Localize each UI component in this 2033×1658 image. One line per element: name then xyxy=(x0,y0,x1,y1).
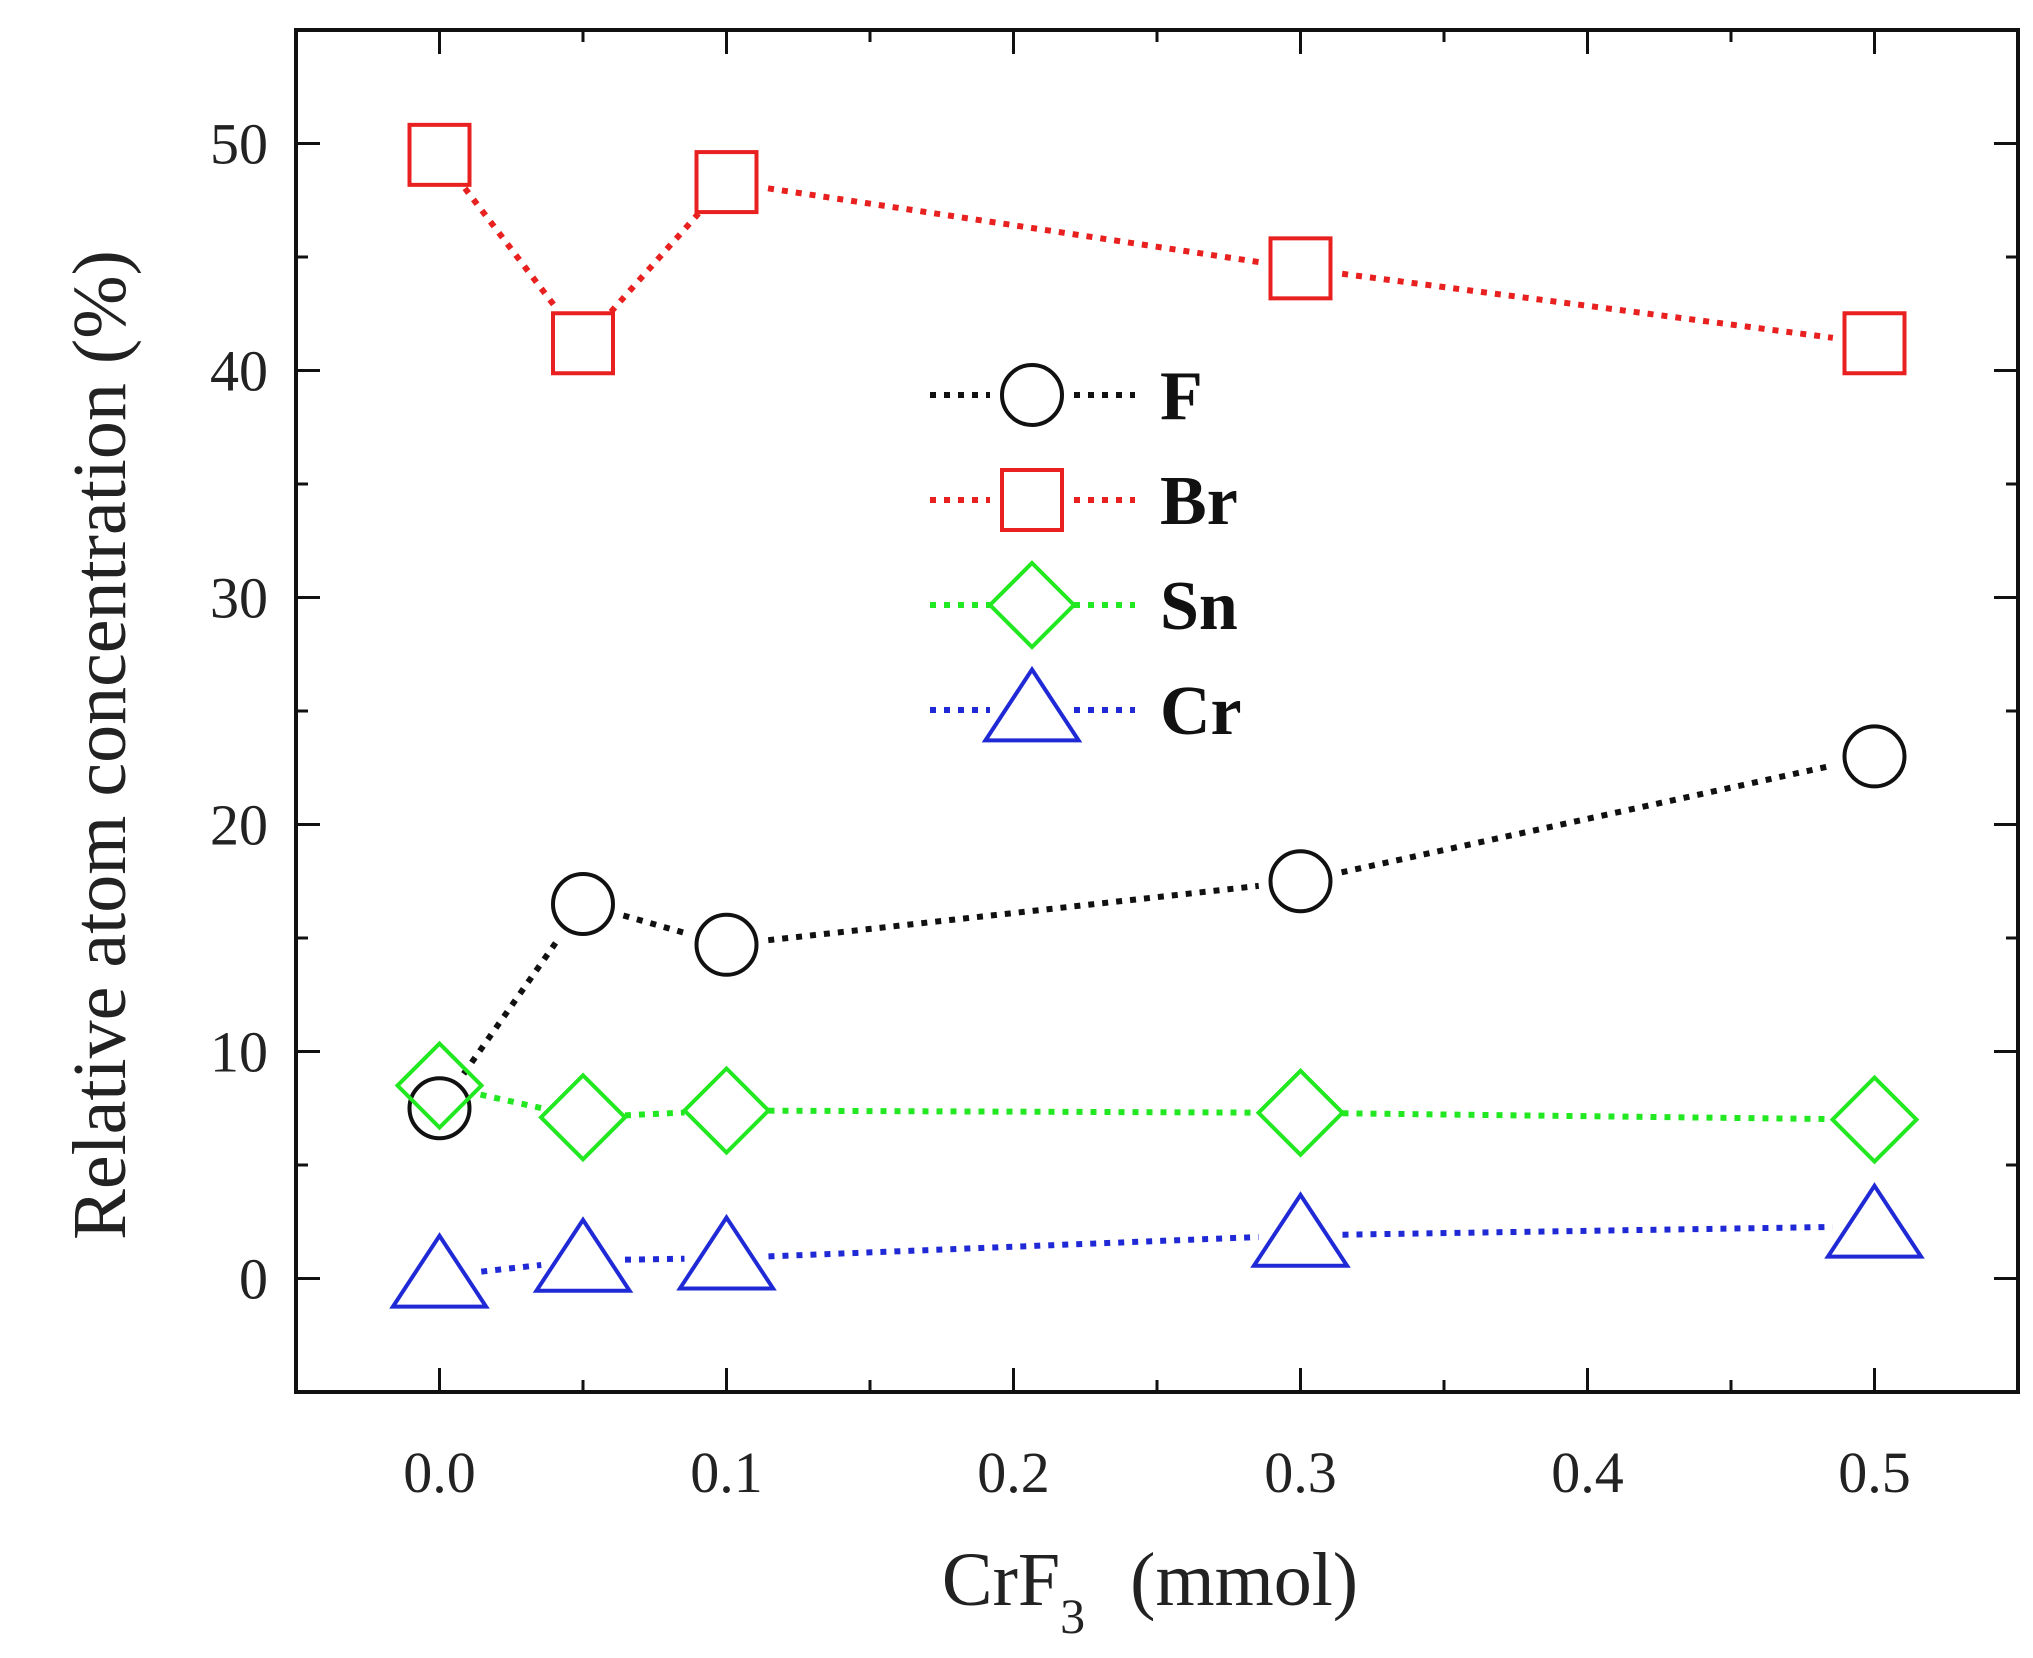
data-point-br xyxy=(1268,236,1333,301)
series-line-cr xyxy=(624,1255,685,1263)
series-line-br xyxy=(462,186,560,312)
data-point-cr xyxy=(389,1232,490,1309)
x-tick-label: 0.5 xyxy=(1838,1440,1911,1505)
series-line-sn xyxy=(479,1091,543,1112)
y-axis-title: Relative atom concentration (%) xyxy=(58,250,142,1240)
y-tick-label: 40 xyxy=(210,339,268,404)
data-point-f xyxy=(1268,849,1333,914)
plot-area: 0.0 0.1 0.2 0.3 0.4 0.5 0 10 20 30 40 50 xyxy=(210,28,2020,1505)
legend-marker-br xyxy=(1000,468,1064,532)
series-line-sn xyxy=(768,1107,1259,1116)
series-line-f xyxy=(1340,762,1835,876)
y-tick-label: 10 xyxy=(210,1020,268,1085)
series-line-br xyxy=(1341,270,1834,341)
data-point-cr xyxy=(676,1213,777,1291)
data-point-sn xyxy=(394,1040,485,1131)
series-line-cr xyxy=(1342,1223,1833,1238)
series-line-sn xyxy=(1342,1110,1833,1123)
data-point-sn xyxy=(1829,1074,1920,1165)
x-tick-label: 0.3 xyxy=(1264,1440,1337,1505)
data-point-sn xyxy=(538,1072,628,1163)
legend-marker-f xyxy=(1000,363,1064,427)
y-tick-label: 20 xyxy=(210,793,268,858)
x-axis-title-unit: (mmol) xyxy=(1130,1538,1358,1622)
data-point-f xyxy=(407,1076,472,1141)
x-tick-label: 0.4 xyxy=(1551,1440,1624,1505)
x-axis-title-subscript: 3 xyxy=(1060,1588,1085,1644)
series-line-cr xyxy=(480,1261,542,1275)
y-tick-label: 0 xyxy=(239,1247,268,1312)
plot-frame xyxy=(294,28,2020,1394)
data-point-cr xyxy=(532,1216,634,1293)
y-tick-label: 50 xyxy=(210,112,268,177)
x-tick-label: 0.2 xyxy=(977,1440,1050,1505)
series-line-f xyxy=(767,882,1260,944)
data-point-br xyxy=(694,150,759,215)
data-point-f xyxy=(1842,724,1907,789)
data-point-cr xyxy=(1250,1191,1351,1268)
legend: F Br Sn Cr xyxy=(930,358,1242,750)
data-point-sn xyxy=(681,1065,772,1156)
series-line-f xyxy=(622,912,687,937)
data-point-f xyxy=(551,871,615,936)
x-tick-label: 0.1 xyxy=(690,1440,763,1505)
x-axis-title-base: CrF xyxy=(942,1538,1060,1622)
legend-label-f: F xyxy=(1160,358,1203,435)
series-line-cr xyxy=(768,1234,1259,1260)
series-line-sn xyxy=(624,1109,685,1119)
series-line-br xyxy=(608,211,701,314)
data-point-br xyxy=(1842,311,1907,376)
legend-label-cr: Cr xyxy=(1160,673,1242,750)
data-point-br xyxy=(551,311,615,376)
data-point-sn xyxy=(1255,1067,1346,1158)
legend-marker-cr xyxy=(981,665,1083,743)
series-line-br xyxy=(767,185,1260,266)
data-point-f xyxy=(694,912,759,977)
series-line-f xyxy=(461,936,562,1076)
data-point-cr xyxy=(1824,1182,1925,1259)
x-tick-label: 0.0 xyxy=(403,1440,476,1505)
x-axis-title: CrF3 (mmol) xyxy=(942,1538,1358,1644)
data-point-br xyxy=(407,122,472,187)
legend-label-br: Br xyxy=(1160,463,1238,540)
legend-label-sn: Sn xyxy=(1160,568,1238,645)
legend-marker-sn xyxy=(987,560,1077,650)
y-tick-label: 30 xyxy=(210,566,268,631)
